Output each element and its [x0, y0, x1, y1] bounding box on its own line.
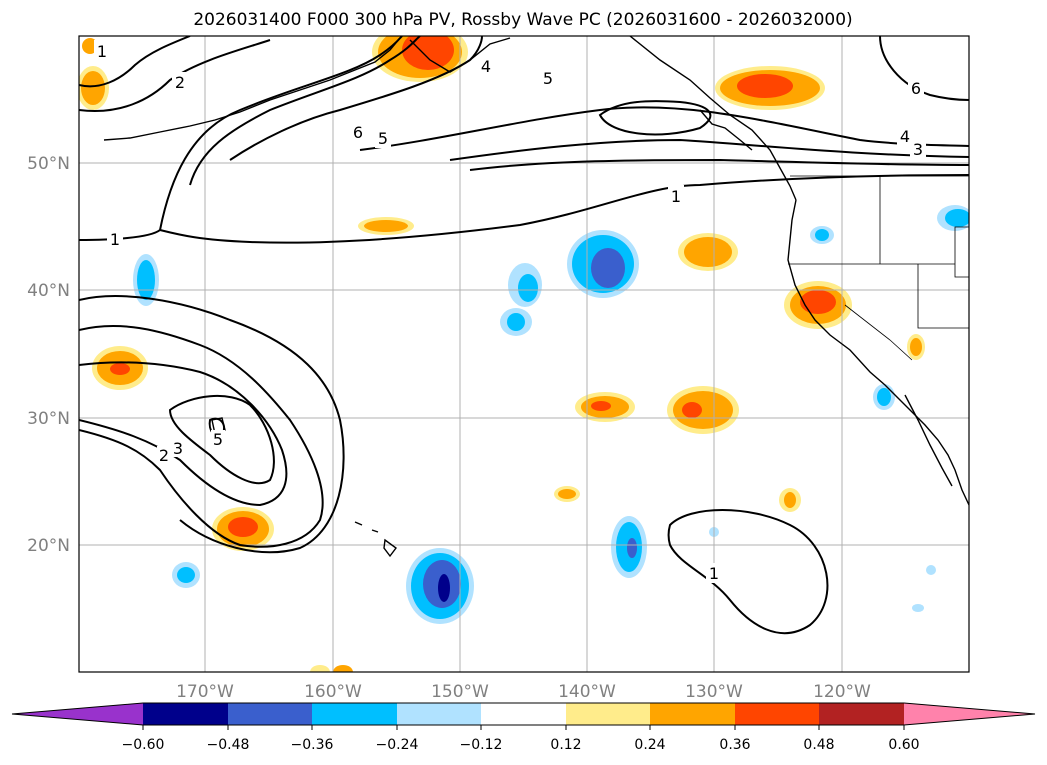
shade-positive-region: [784, 492, 796, 508]
lat-label: 20°N: [27, 536, 70, 556]
colorbar-segment: [819, 703, 904, 725]
shade-positive-region: [81, 71, 105, 105]
colorbar-segment: [312, 703, 397, 725]
contour-label: 2: [159, 446, 169, 465]
colorbar-tick-label: −0.24: [376, 737, 419, 753]
contour-label: 3: [913, 140, 923, 159]
lat-label: 40°N: [27, 281, 70, 301]
shade-negative-region: [912, 604, 924, 612]
colorbar-tick-label: −0.60: [122, 737, 165, 753]
map-frame: [78, 35, 970, 673]
colorbar-segment: [566, 703, 650, 725]
shade-negative-region: [507, 313, 525, 331]
lon-label: 150°W: [431, 682, 489, 702]
shade-negative-region: [518, 274, 538, 302]
colorbar-segment: [228, 703, 312, 725]
shade-positive-region: [737, 74, 793, 98]
shade-negative-region: [877, 388, 891, 406]
contour-label: 5: [213, 430, 223, 449]
shade-positive-region: [333, 665, 353, 672]
contour-labels: 1 2 4 5 6 6 5 4 3 1 1: [94, 40, 926, 583]
colorbar-tick-label: 0.24: [634, 737, 665, 753]
colorbar-ticks: [142, 725, 905, 730]
colorbar-tick-label: −0.48: [207, 737, 250, 753]
colorbar-segment: [735, 703, 819, 725]
lon-label: 130°W: [685, 682, 743, 702]
lon-label: 170°W: [176, 682, 234, 702]
lon-label: 160°W: [304, 682, 362, 702]
colorbar-segment: [143, 703, 228, 725]
shade-negative-region: [945, 209, 969, 227]
contour-label: 2: [175, 73, 185, 92]
lat-label: 30°N: [27, 409, 70, 429]
contour-label: 1: [671, 187, 681, 206]
shade-negative-region: [815, 229, 829, 241]
colorbar-segment: [12, 703, 143, 725]
colorbar-segment: [397, 703, 481, 725]
shade-negative-region: [627, 538, 637, 558]
contour-label: 5: [378, 129, 388, 148]
shade-positive-region: [591, 401, 611, 411]
shade-positive-region: [310, 665, 330, 672]
colorbar-tick-labels: −0.60 −0.48 −0.36 −0.24 −0.12 0.12 0.24 …: [122, 737, 920, 753]
colorbar-tick-label: 0.48: [803, 737, 834, 753]
pv-shading: [79, 36, 969, 672]
shade-positive-region: [673, 391, 733, 429]
colorbar-segment: [481, 703, 566, 725]
colorbar-segment: [904, 703, 1035, 725]
shade-positive-region: [910, 338, 922, 356]
coastlines: [103, 36, 969, 558]
lon-label: 120°W: [813, 682, 871, 702]
contour-label: 1: [709, 564, 719, 583]
contour-label: 1: [97, 42, 107, 61]
shade-negative-region: [438, 574, 450, 602]
contour-label: 3: [173, 439, 183, 458]
shade-positive-region: [364, 220, 408, 232]
shade-positive-region: [682, 402, 702, 418]
longitude-labels: 170°W 160°W 150°W 140°W 130°W 120°W: [176, 682, 871, 702]
figure-title: 2026031400 F000 300 hPa PV, Rossby Wave …: [193, 10, 852, 30]
lon-label: 140°W: [558, 682, 616, 702]
shade-positive-region: [800, 290, 836, 314]
shade-positive-region: [110, 363, 130, 375]
colorbar-tick-label: −0.12: [460, 737, 503, 753]
lat-label: 50°N: [27, 154, 70, 174]
contour-label: 4: [481, 57, 491, 76]
contour-label: 4: [900, 127, 910, 146]
shade-positive-region: [558, 489, 576, 499]
latitude-labels: 50°N 40°N 30°N 20°N: [27, 154, 70, 556]
shade-negative-region: [591, 248, 625, 288]
contour-label: 6: [353, 123, 363, 142]
shade-negative-region: [926, 565, 936, 575]
map-background: [79, 36, 969, 672]
shade-negative-region: [137, 260, 155, 300]
colorbar-tick-label: 0.12: [550, 737, 581, 753]
shade-positive-region: [228, 517, 258, 537]
contour-label: 5: [543, 69, 553, 88]
shade-positive-region: [684, 237, 732, 267]
map-panel: 1 2 4 5 6 6 5 4 3 1 1: [78, 35, 970, 673]
shade-negative-region: [177, 567, 195, 583]
contour-label: 1: [110, 230, 120, 249]
colorbar-tick-label: 0.36: [719, 737, 750, 753]
colorbar-tick-label: 0.60: [888, 737, 919, 753]
colorbar: −0.60 −0.48 −0.36 −0.24 −0.12 0.12 0.24 …: [11, 702, 1036, 753]
colorbar-segment: [650, 703, 735, 725]
contour-label: 6: [911, 79, 921, 98]
colorbar-tick-label: −0.36: [291, 737, 334, 753]
